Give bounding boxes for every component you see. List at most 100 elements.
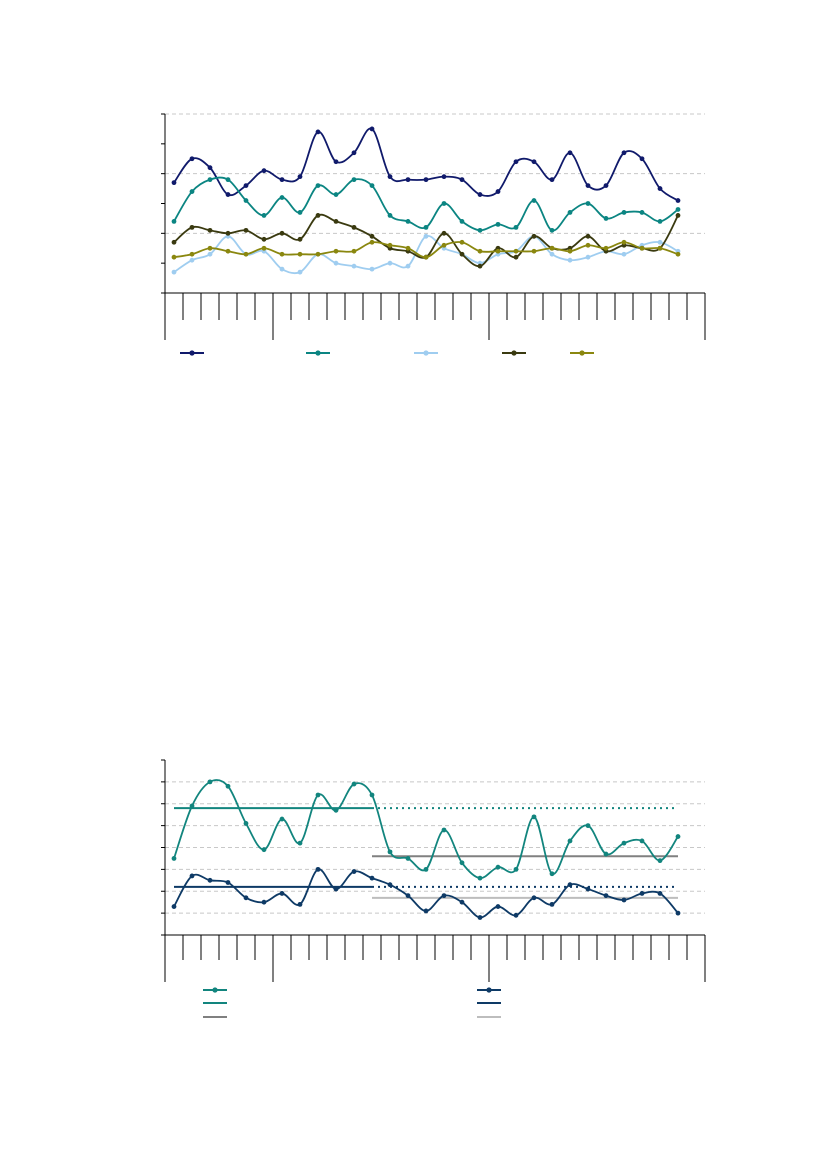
data-point: [513, 159, 519, 165]
data-point: [315, 213, 321, 218]
data-point: [423, 908, 429, 914]
data-point: [675, 834, 681, 839]
data-point: [567, 248, 573, 254]
data-point: [459, 239, 465, 245]
data-point: [459, 219, 465, 224]
data-point: [171, 219, 177, 224]
data-point: [657, 858, 663, 864]
data-point: [423, 233, 429, 239]
data-point: [297, 840, 303, 846]
legend-marker: [423, 350, 429, 356]
data-point: [405, 893, 411, 899]
data-point: [189, 156, 195, 162]
data-point: [189, 873, 195, 879]
data-point: [495, 221, 501, 227]
data-point: [369, 126, 375, 132]
data-point: [225, 230, 231, 236]
data-point: [459, 860, 465, 866]
data-point: [549, 177, 555, 183]
data-point: [621, 840, 627, 846]
data-point: [279, 266, 285, 272]
data-point: [243, 251, 249, 257]
data-point: [603, 183, 609, 189]
data-point: [351, 150, 357, 156]
data-point: [549, 251, 555, 257]
data-point: [531, 233, 537, 239]
data-point: [405, 263, 411, 269]
legend: [180, 350, 594, 356]
data-point: [279, 251, 285, 257]
data-point: [621, 150, 627, 156]
data-point: [369, 875, 375, 881]
data-point: [297, 901, 303, 907]
data-point: [477, 263, 483, 269]
data-point: [585, 242, 591, 248]
data-point: [243, 227, 249, 233]
data-point: [477, 227, 483, 233]
data-point: [351, 224, 357, 230]
data-point: [549, 901, 555, 907]
data-point: [189, 803, 195, 809]
data-point: [423, 866, 429, 872]
data-point: [261, 245, 267, 251]
data-point: [405, 219, 411, 224]
data-point: [585, 254, 591, 260]
data-point: [315, 129, 321, 135]
data-point: [621, 210, 627, 215]
data-point: [387, 260, 393, 266]
data-point: [207, 227, 213, 233]
data-point: [387, 213, 393, 218]
data-point: [243, 895, 249, 901]
data-point: [207, 245, 213, 251]
data-point: [513, 866, 519, 872]
data-point: [495, 904, 501, 909]
data-point: [207, 877, 213, 883]
data-point: [351, 781, 357, 787]
data-point: [531, 814, 537, 820]
data-point: [351, 263, 357, 269]
data-point: [315, 866, 321, 872]
data-point: [621, 239, 627, 245]
data-point: [387, 849, 393, 855]
data-point: [333, 260, 339, 266]
data-point: [225, 192, 231, 197]
data-point: [675, 251, 681, 257]
data-point: [603, 245, 609, 251]
data-point: [207, 779, 213, 785]
data-point: [171, 856, 177, 861]
data-point: [279, 177, 285, 183]
data-point: [441, 201, 447, 206]
data-point: [297, 269, 303, 275]
data-point: [567, 210, 573, 215]
data-point: [639, 891, 645, 896]
data-point: [333, 192, 339, 197]
data-point: [171, 904, 177, 909]
data-point: [423, 177, 429, 183]
data-point: [423, 254, 429, 260]
data-point: [333, 248, 339, 254]
data-point: [369, 239, 375, 245]
data-point: [351, 869, 357, 874]
data-point: [171, 239, 177, 245]
data-point: [639, 245, 645, 251]
data-point: [585, 823, 591, 829]
data-point: [675, 198, 681, 203]
data-point: [531, 248, 537, 254]
data-point: [261, 168, 267, 174]
data-point: [297, 174, 303, 180]
data-point: [675, 910, 681, 916]
data-point: [279, 891, 285, 896]
legend-marker: [511, 350, 517, 356]
data-point: [279, 230, 285, 236]
data-point: [549, 871, 555, 877]
data-point: [441, 174, 447, 180]
data-point: [207, 251, 213, 257]
data-point: [639, 838, 645, 844]
data-point: [513, 912, 519, 918]
legend: [203, 987, 501, 1018]
data-point: [261, 899, 267, 905]
data-point: [531, 198, 537, 203]
data-point: [369, 792, 375, 798]
legend-marker: [189, 350, 195, 356]
